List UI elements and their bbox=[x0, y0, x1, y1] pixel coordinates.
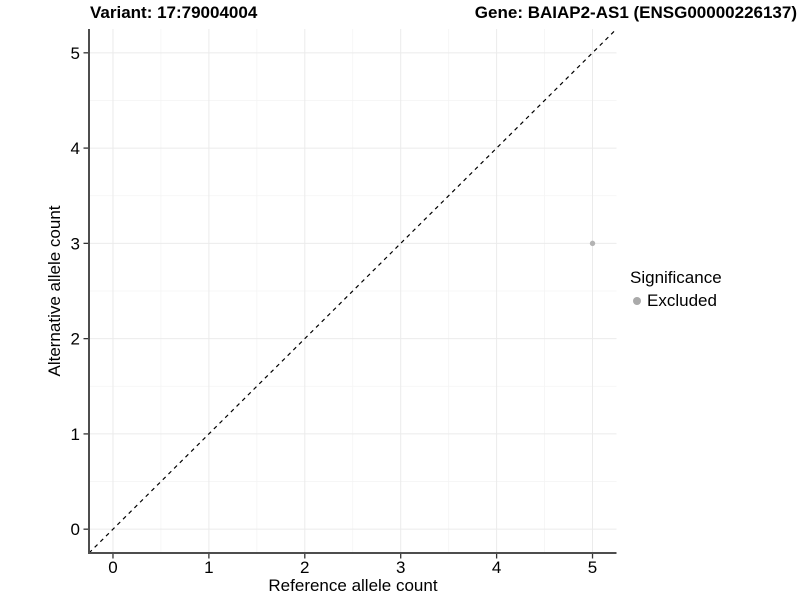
legend-item-excluded: Excluded bbox=[633, 291, 722, 311]
legend-item-label: Excluded bbox=[647, 291, 717, 310]
gene-title: Gene: BAIAP2-AS1 (ENSG00000226137) bbox=[474, 3, 797, 22]
x-tick-label: 1 bbox=[204, 558, 213, 577]
legend: Significance Excluded bbox=[630, 268, 722, 311]
y-tick-label: 0 bbox=[71, 520, 80, 539]
x-axis-label: Reference allele count bbox=[268, 576, 438, 595]
y-tick-label: 3 bbox=[71, 234, 80, 253]
x-tick-label: 4 bbox=[492, 558, 501, 577]
y-tick-label: 1 bbox=[71, 425, 80, 444]
x-tick-label: 3 bbox=[396, 558, 405, 577]
x-tick-label: 2 bbox=[300, 558, 309, 577]
x-tick-label: 5 bbox=[588, 558, 597, 577]
data-point bbox=[589, 240, 596, 247]
y-tick-label: 5 bbox=[71, 44, 80, 63]
legend-point-icon bbox=[633, 297, 641, 305]
y-tick-label: 4 bbox=[71, 139, 80, 158]
x-tick-label: 0 bbox=[108, 558, 117, 577]
legend-title: Significance bbox=[630, 268, 722, 287]
y-tick-label: 2 bbox=[71, 330, 80, 349]
identity-line bbox=[88, 28, 617, 554]
variant-title: Variant: 17:79004004 bbox=[90, 3, 258, 22]
y-axis-label: Alternative allele count bbox=[45, 205, 64, 377]
